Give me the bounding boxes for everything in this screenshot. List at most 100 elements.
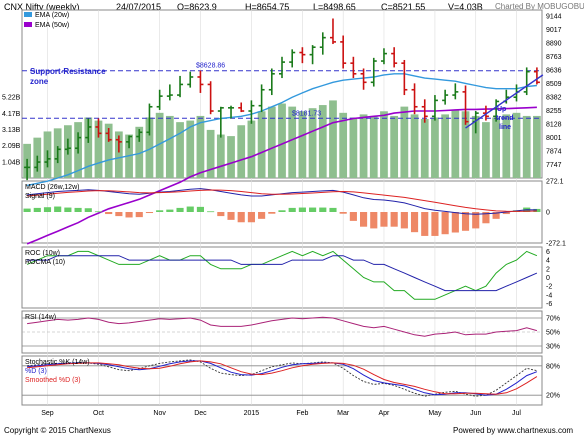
stoch-tick-label: 20% <box>546 393 560 400</box>
macd-histogram-bar <box>390 212 398 227</box>
uptrend-annotation-2: trend <box>496 115 514 122</box>
roc-tick-label: 0 <box>546 275 550 282</box>
macd-histogram-bar <box>43 207 52 212</box>
macd-histogram-bar <box>502 212 510 215</box>
macd-tick-label: -272.1 <box>546 241 566 248</box>
stoch-tick-label: 80% <box>546 363 560 370</box>
x-axis-label: Apr <box>379 410 391 417</box>
macd-histogram-bar <box>186 206 194 212</box>
volume-bar <box>165 115 174 178</box>
macd-histogram-bar <box>23 208 31 212</box>
volume-bar <box>400 106 409 178</box>
volume-bar <box>84 117 93 178</box>
macd-histogram-bar <box>135 212 143 218</box>
macd-histogram-bar <box>400 212 408 229</box>
volume-bar <box>288 106 297 178</box>
volume-bar <box>359 114 368 178</box>
macd-histogram-bar <box>207 211 215 213</box>
macd-histogram-bar <box>339 212 347 214</box>
volume-bar <box>431 117 439 178</box>
price-tick-label: 7747 <box>546 162 562 169</box>
macd-histogram-bar <box>492 212 500 219</box>
macd-histogram-bar <box>268 212 276 214</box>
macd-histogram-bar <box>472 212 480 229</box>
volume-bar <box>461 111 470 178</box>
volume-bar <box>492 117 500 178</box>
macd-histogram-bar <box>247 212 255 223</box>
volume-value: V=4.03B <box>448 2 483 12</box>
macd-histogram-bar <box>349 212 357 221</box>
roc-tick-label: -4 <box>546 292 552 299</box>
roc-line <box>26 250 538 300</box>
volume-bar <box>369 115 378 178</box>
volume-bar <box>420 119 429 178</box>
macd-histogram-bar <box>237 212 245 223</box>
ema20-line <box>26 73 537 187</box>
macd-histogram-bar <box>217 212 225 217</box>
volume-bar <box>104 123 113 178</box>
volume-bar <box>380 111 388 178</box>
x-axis-label: Oct <box>93 410 104 417</box>
volume-bar <box>237 125 246 178</box>
rsi-line <box>27 316 538 337</box>
footer-copyright: Copyright © 2015 ChartNexus <box>4 426 111 435</box>
legend-stoch-k: Stochastic %K (14w) <box>25 359 90 366</box>
macd-histogram-bar <box>461 212 470 231</box>
macd-histogram-bar <box>329 207 337 212</box>
volume-bar <box>533 115 541 178</box>
macd-tick-label: 272.1 <box>546 179 564 186</box>
volume-bar <box>308 108 317 178</box>
rsi-tick-label: 50% <box>546 330 560 337</box>
x-axis-label: Dec <box>194 410 207 417</box>
macd-histogram-bar <box>33 207 41 212</box>
open-value: O=8623.9 <box>177 2 217 12</box>
x-axis-label: Feb <box>296 410 308 417</box>
macd-histogram-bar <box>309 207 317 212</box>
volume-bar <box>441 114 450 178</box>
legend-macd: MACD (26w,12w) <box>25 184 79 191</box>
legend-ema50: EMA (50w) <box>35 22 69 29</box>
macd-histogram-bar <box>176 207 184 212</box>
macd-histogram-bar <box>166 209 174 212</box>
legend-stoch-smoothed-d: Smoothed %D (3) <box>25 377 81 384</box>
volume-bar <box>329 100 337 178</box>
rocma-line <box>27 255 538 292</box>
volume-bar <box>298 111 307 178</box>
macd-histogram-bar <box>533 208 541 212</box>
macd-tick-label: 0 <box>546 210 550 217</box>
price-tick-label: 9017 <box>546 27 562 34</box>
volume-bar <box>512 112 521 178</box>
volume-bar <box>216 134 225 178</box>
volume-bar <box>155 112 164 178</box>
volume-bar <box>206 129 215 178</box>
macd-histogram-bar <box>258 212 266 219</box>
macd-histogram-bar <box>360 212 368 227</box>
ema50-line <box>26 106 537 245</box>
macd-histogram-bar <box>298 207 306 212</box>
volume-tick-label: 3.13B <box>2 127 21 134</box>
volume-tick-label: 2.09B <box>2 143 21 150</box>
volume-bar <box>482 122 490 178</box>
legend-signal: Signal (9) <box>25 193 55 200</box>
stoch-smoothed-d-line <box>27 360 538 395</box>
macd-histogram-bar <box>380 212 388 227</box>
volume-bar <box>278 103 286 178</box>
volume-bar <box>339 112 348 178</box>
legend-rsi: RSI (14w) <box>25 314 56 321</box>
chart-title: CNX Nifty (weekly) <box>4 2 80 12</box>
macd-histogram-bar <box>145 212 154 214</box>
chart-date: 24/07/2015 <box>116 2 162 12</box>
macd-histogram-bar <box>319 207 327 212</box>
price-tick-label: 8382 <box>546 94 562 101</box>
macd-histogram-bar <box>421 212 429 236</box>
macd-histogram-bar <box>54 206 62 212</box>
legend-ema20: EMA (20w) <box>35 12 69 19</box>
roc-tick-label: -2 <box>546 284 552 291</box>
macd-histogram-bar <box>105 212 113 215</box>
support-annotation-zone: zone <box>30 77 49 86</box>
volume-bar <box>471 115 480 178</box>
volume-bar <box>522 115 531 178</box>
x-axis-label: May <box>428 410 442 417</box>
close-value: C=8521.55 <box>381 2 426 12</box>
